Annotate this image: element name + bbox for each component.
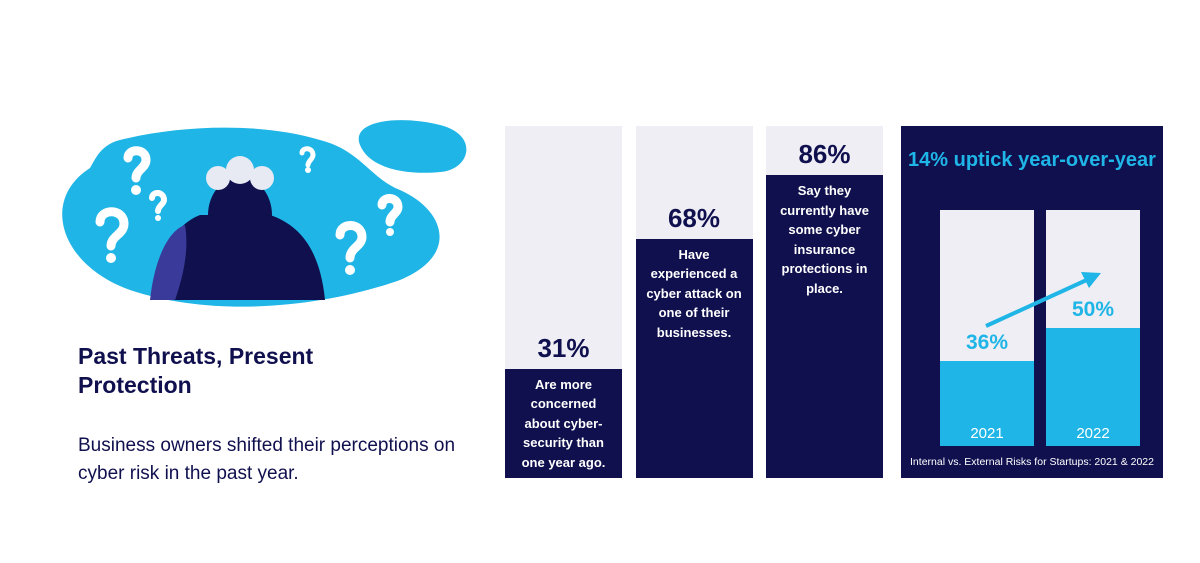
value-label: 36% bbox=[965, 331, 1009, 355]
value-label: 50% bbox=[1071, 298, 1115, 321]
column: Have experienced a cyber attack on one o… bbox=[635, 126, 753, 478]
heading: Past Threats, Present Protection bbox=[78, 343, 314, 398]
category-label: Have experienced a cyber attack on one o… bbox=[646, 246, 742, 340]
panel-title: 14% uptick year-over-year bbox=[908, 149, 1156, 171]
panel-caption: Internal vs. External Risks for Startups… bbox=[910, 456, 1154, 468]
column: Say they currently have some cyber insur… bbox=[766, 126, 883, 478]
category-label: 2022 bbox=[1076, 425, 1110, 442]
value-label: 86% bbox=[798, 139, 851, 170]
value-label: 68% bbox=[667, 202, 721, 233]
category-label: Say they currently have some cyber insur… bbox=[780, 183, 869, 296]
category-label: Are more concerned about cyber-security … bbox=[521, 376, 606, 470]
value-label: 31% bbox=[537, 332, 590, 363]
bar: 2021 bbox=[940, 361, 1034, 446]
comparison-panel: 14% uptick year-over-year Internal vs. E… bbox=[901, 126, 1163, 478]
column: Are more concerned about cyber-security … bbox=[505, 126, 622, 478]
bar: Say they currently have some cyber insur… bbox=[766, 175, 883, 478]
bar: 2022 bbox=[1046, 328, 1140, 446]
bar: Have experienced a cyber attack on one o… bbox=[635, 238, 753, 478]
illustration bbox=[62, 120, 467, 307]
category-label: 2021 bbox=[970, 425, 1004, 442]
column: 2021 36% bbox=[940, 210, 1034, 446]
column: 2022 50% bbox=[1046, 210, 1140, 446]
bar: Are more concerned about cyber-security … bbox=[505, 368, 622, 478]
description: Business owners shifted their perception… bbox=[78, 435, 456, 484]
